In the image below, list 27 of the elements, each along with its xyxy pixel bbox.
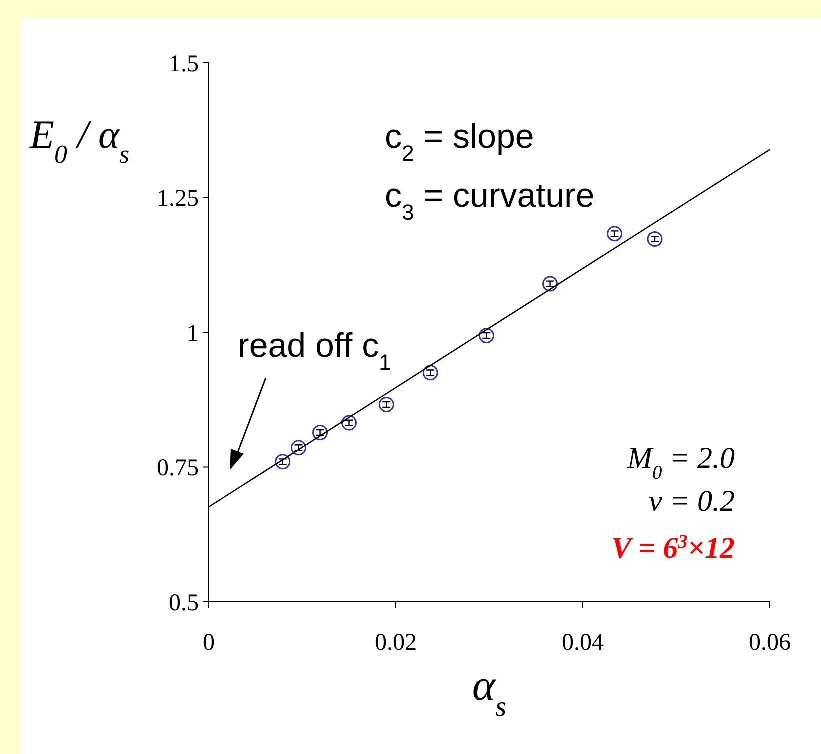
point <box>542 276 558 292</box>
x-tick-label: 0.06 <box>749 630 791 656</box>
point <box>291 440 307 456</box>
y-axis-title: E$_{0}$ / α$_{s}$ <box>29 112 130 168</box>
annotation: c$_{2}$ = slope <box>385 118 534 166</box>
point <box>647 232 663 248</box>
annotation: c$_{3}$ = curvature <box>385 177 595 224</box>
y-tick-label: 1.25 <box>157 186 199 212</box>
x-tick-label: 0 <box>203 630 215 656</box>
y-tick-label: 0.75 <box>157 456 199 482</box>
y-tick-label: 0.5 <box>169 590 199 616</box>
point <box>312 425 328 441</box>
y-tick-label: 1 <box>187 320 199 347</box>
annotation: M$_{0}$ = 2.0 <box>626 442 735 484</box>
annotation: read off c$_{1}$ <box>238 327 392 374</box>
point <box>607 226 623 242</box>
point <box>422 365 438 381</box>
x-axis-title: α$_{s}$ <box>472 661 507 722</box>
point <box>342 415 357 431</box>
point <box>478 328 494 344</box>
x-tick-label: 0.02 <box>375 630 417 656</box>
point <box>275 454 291 470</box>
point <box>378 396 394 412</box>
annotation: V = 6$^{3}$×12 <box>612 532 735 565</box>
y-tick-label: 1.5 <box>169 51 199 78</box>
x-tick-label: 0.04 <box>562 630 604 656</box>
annotation: v = 0.2 <box>648 485 735 518</box>
